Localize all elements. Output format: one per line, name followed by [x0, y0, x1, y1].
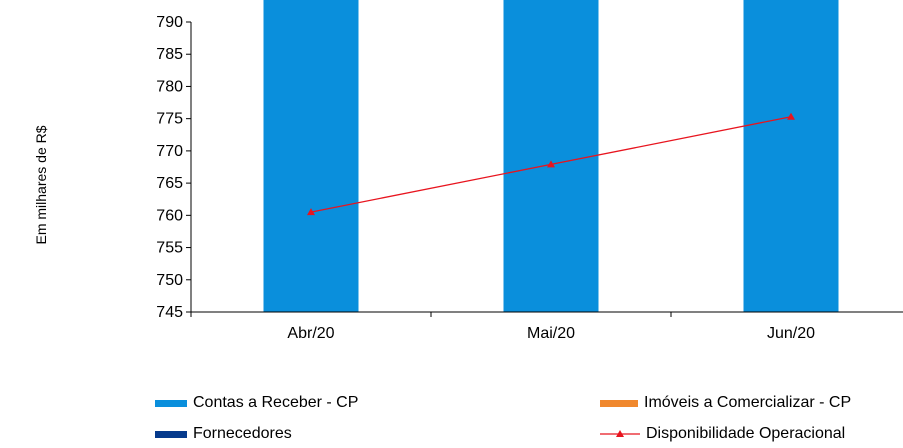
x-tick-label: Jun/20: [767, 325, 815, 342]
legend-swatch-disponibilidade: [600, 430, 640, 437]
y-tick-label: 745: [156, 304, 183, 321]
legend-item-imoveis: Imóveis a Comercializar - CP: [600, 394, 851, 412]
y-tick-label: 780: [156, 78, 183, 95]
y-tick-label: 755: [156, 240, 183, 257]
y-tick-label: 750: [156, 272, 183, 289]
legend-label-fornecedores: Fornecedores: [193, 425, 292, 442]
legend-item-disponibilidade: Disponibilidade Operacional: [600, 425, 845, 443]
point-disponibilidade-operacional-mai-20: [547, 160, 555, 168]
y-tick-label: 785: [156, 46, 183, 63]
legend-swatch-imoveis: [600, 399, 638, 407]
line-series-group: [307, 112, 795, 216]
bar-contas-a-receber-cp-abr-20: [262, 0, 360, 313]
legend-item-contas-a-receber: Contas a Receber - CP: [155, 394, 358, 412]
bar-contas-a-receber-cp-mai-20: [502, 0, 600, 313]
x-tick-label: Abr/20: [287, 325, 334, 342]
axes-group: 745 750 755 760 765 770 775 780 785 790 Abr/20 Mai/…: [156, 14, 903, 342]
bars-group: [262, 0, 840, 313]
legend-item-fornecedores: Fornecedores: [155, 425, 292, 443]
y-tick-label: 790: [156, 14, 183, 31]
x-tick-label: Mai/20: [527, 325, 575, 342]
y-tick-label: 775: [156, 111, 183, 128]
legend-label-imoveis: Imóveis a Comercializar - CP: [644, 394, 852, 411]
point-disponibilidade-operacional-abr-20: [307, 208, 315, 216]
legend-label-contas-a-receber: Contas a Receber - CP: [193, 394, 359, 411]
legend-swatch-contas-a-receber: [155, 399, 187, 407]
y-tick-label: 770: [156, 143, 183, 160]
point-disponibilidade-operacional-jun-20: [787, 112, 795, 120]
y-tick-label: 760: [156, 207, 183, 224]
bar-contas-a-receber-cp-jun-20: [742, 0, 840, 313]
legend-swatch-fornecedores: [155, 430, 187, 438]
y-axis-label: Em milhares de R$: [33, 125, 49, 244]
y-tick-label: 765: [156, 175, 183, 192]
legend-label-disponibilidade: Disponibilidade Operacional: [646, 425, 846, 442]
